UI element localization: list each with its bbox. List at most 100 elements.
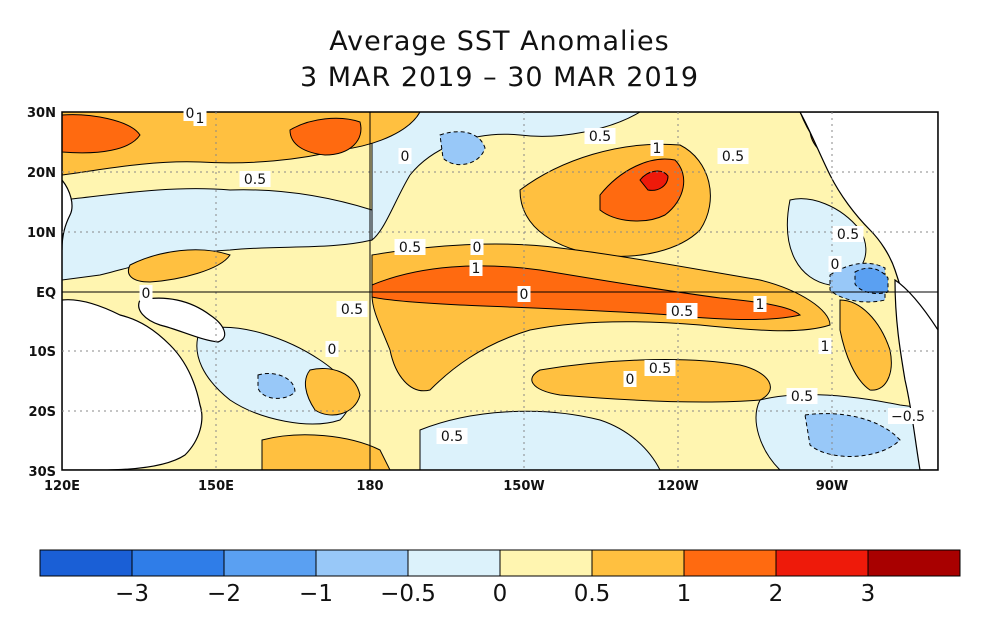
lat-label: 20N bbox=[27, 166, 56, 181]
colorbar-label: −1 bbox=[299, 581, 333, 607]
lat-label: EQ bbox=[36, 286, 56, 301]
contour-label-bg bbox=[183, 105, 197, 121]
contour-label: 0.5 bbox=[341, 302, 363, 318]
contour-label-bg bbox=[832, 226, 864, 242]
contour-label-bg bbox=[623, 371, 637, 387]
contour-label: 1 bbox=[472, 261, 481, 277]
contour-label-bg bbox=[470, 239, 484, 255]
anomaly-neg-south bbox=[419, 410, 661, 470]
anomaly-pos05-sw bbox=[304, 367, 361, 416]
contour-label: 0.5 bbox=[837, 227, 859, 243]
colorbar-label: −3 bbox=[115, 581, 149, 607]
contour-label-bg bbox=[828, 256, 842, 272]
contour-label: 0 bbox=[831, 257, 840, 273]
lat-label: 10S bbox=[29, 345, 56, 360]
colorbar-swatch bbox=[131, 549, 225, 577]
lon-label: 180 bbox=[356, 479, 383, 494]
contour-label-bg bbox=[239, 171, 271, 187]
contour-label-bg bbox=[436, 428, 468, 444]
colorbar-swatch bbox=[223, 549, 317, 577]
contour-label: 0.5 bbox=[244, 172, 266, 188]
contour-label: 1 bbox=[196, 111, 205, 127]
anomaly-neg05-b bbox=[804, 413, 901, 457]
contour-label-bg bbox=[650, 140, 664, 156]
contour-label-bg bbox=[717, 148, 749, 164]
anomaly-pos05-s bbox=[261, 434, 391, 470]
colorbar-swatch bbox=[39, 549, 133, 577]
colorbar-swatch bbox=[499, 549, 593, 577]
contour-label: 1 bbox=[756, 297, 765, 313]
lon-label: 120W bbox=[657, 479, 698, 494]
colorbar-label: 2 bbox=[769, 581, 784, 607]
lon-label: 120E bbox=[44, 479, 80, 494]
anomaly-pos05-se bbox=[531, 359, 771, 403]
colorbar-label: 1 bbox=[677, 581, 692, 607]
anomaly-pos05-w bbox=[127, 249, 231, 283]
colorbar-swatch bbox=[407, 549, 501, 577]
lon-label: 90W bbox=[816, 479, 848, 494]
lon-label: 150W bbox=[503, 479, 544, 494]
contour-label-bg bbox=[139, 285, 153, 301]
contour-label: 0.5 bbox=[441, 429, 463, 445]
contour-label-bg bbox=[193, 110, 207, 126]
colorbar: −3 −2 −1 −0.5 0 0.5 1 2 3 bbox=[39, 549, 961, 607]
contour-label: 0 bbox=[142, 286, 151, 302]
contour-label-bg bbox=[517, 286, 531, 302]
contour-label: 0 bbox=[473, 240, 482, 256]
anomaly-pos1-nw2 bbox=[62, 114, 141, 154]
map-title-line2: 3 MAR 2019 – 30 MAR 2019 bbox=[299, 62, 699, 93]
contour-label: 0 bbox=[626, 372, 635, 388]
contour-label: 0 bbox=[520, 287, 529, 303]
colorbar-swatch bbox=[315, 549, 409, 577]
contour-label: 0.5 bbox=[649, 361, 671, 377]
contour-label-bg bbox=[753, 296, 767, 312]
contour-label-bg bbox=[325, 341, 339, 357]
map-area bbox=[62, 112, 938, 470]
contour-label-bg bbox=[818, 338, 832, 354]
lat-label: 30N bbox=[27, 106, 56, 121]
contour-label-bg bbox=[786, 388, 818, 404]
contour-label: 0.5 bbox=[589, 129, 611, 145]
anomaly-pos1-nw bbox=[289, 117, 362, 156]
contour-label-bg bbox=[469, 260, 483, 276]
contour-label: 0 bbox=[401, 149, 410, 165]
contour-label: 1 bbox=[821, 339, 830, 355]
contour-label: 0.5 bbox=[399, 240, 421, 256]
lat-label: 20S bbox=[29, 405, 56, 420]
lat-label: 10N bbox=[27, 226, 56, 241]
contour-label-bg bbox=[336, 301, 368, 317]
colorbar-label: 0.5 bbox=[574, 581, 611, 607]
contour-label: 0 bbox=[186, 106, 195, 122]
colorbar-swatch bbox=[591, 549, 685, 577]
contour-label-bg bbox=[666, 303, 698, 319]
lon-label: 150E bbox=[198, 479, 234, 494]
longitude-axis: 120E 150E 180 150W 120W 90W bbox=[44, 479, 848, 494]
map-gridlines bbox=[62, 112, 938, 470]
map-frame bbox=[61, 111, 939, 471]
map-title-line1: Average SST Anomalies bbox=[329, 26, 670, 57]
colorbar-label: −0.5 bbox=[380, 581, 436, 607]
colorbar-swatch bbox=[867, 549, 961, 577]
anomaly-pos2-north bbox=[639, 170, 669, 191]
contour-label-bg bbox=[584, 128, 616, 144]
contour-label-bg bbox=[644, 360, 676, 376]
contour-label: 0.5 bbox=[671, 304, 693, 320]
contour-label-bg bbox=[888, 408, 928, 424]
contour-label: −0.5 bbox=[891, 409, 925, 425]
contour-label-bg bbox=[394, 239, 426, 255]
anomaly-neg05-d bbox=[257, 373, 296, 399]
contour-label: 0 bbox=[328, 342, 337, 358]
anomaly-neg05-a bbox=[439, 131, 486, 166]
colorbar-swatch bbox=[775, 549, 869, 577]
latitude-axis: 30N 20N 10N EQ 10S 20S 30S bbox=[27, 106, 56, 480]
colorbar-swatch bbox=[683, 549, 777, 577]
colorbar-label: −2 bbox=[207, 581, 241, 607]
contour-label-bg bbox=[398, 148, 412, 164]
colorbar-label: 3 bbox=[861, 581, 876, 607]
lat-label: 30S bbox=[29, 465, 56, 480]
colorbar-label: 0 bbox=[493, 581, 508, 607]
contour-label: 0.5 bbox=[722, 149, 744, 165]
contour-label: 0.5 bbox=[791, 389, 813, 405]
